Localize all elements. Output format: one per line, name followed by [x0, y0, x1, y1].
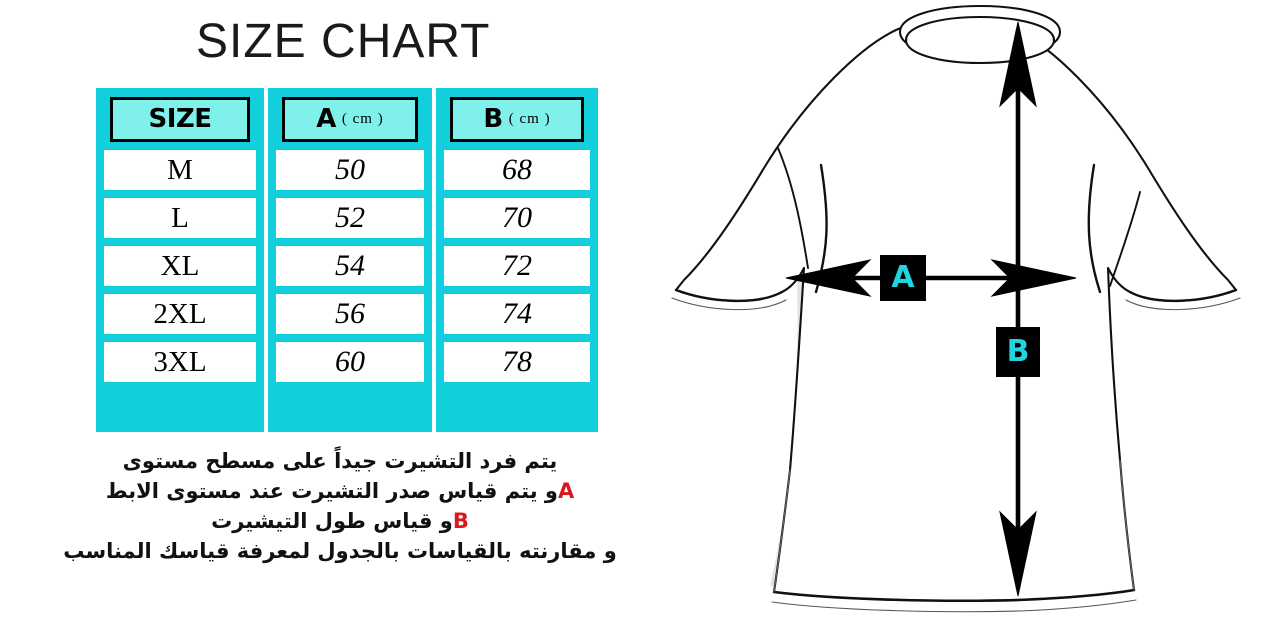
sleeve-hem-left — [674, 288, 784, 303]
table-row: M — [104, 150, 256, 190]
table-row: 56 — [276, 294, 424, 334]
fold-line-right-outer — [1087, 163, 1102, 294]
fold-line-right-inner — [1109, 191, 1141, 287]
tshirt-outline-group — [671, 4, 1241, 613]
tshirt-diagram: A B — [648, 0, 1280, 619]
instruction-mark-b: B — [452, 509, 469, 533]
cell-value-a: 50 — [335, 153, 365, 186]
measurement-label-a-box: A — [880, 255, 926, 301]
tshirt-illustration — [671, 4, 1241, 613]
sleeve-hem-left-inner — [671, 297, 787, 311]
table-row: 60 — [276, 342, 424, 382]
table-header-b: B ( cm ) — [436, 88, 598, 150]
side-seam-left — [773, 469, 791, 593]
size-table: SIZE M L XL 2XL 3XL — [96, 88, 598, 432]
measurement-label-a: A — [891, 260, 915, 295]
fold-line-left-inner — [777, 147, 809, 269]
table-row: 2XL — [104, 294, 256, 334]
arrow-b-head-up — [999, 21, 1037, 108]
table-row: 74 — [444, 294, 590, 334]
instruction-line-2-text: و يتم قياس صدر التشيرت عند مستوى الابط — [105, 479, 558, 503]
instruction-mark-a: A — [557, 479, 575, 503]
cell-value-b: 74 — [502, 297, 532, 330]
table-row: 54 — [276, 246, 424, 286]
arrow-a-head-right — [990, 259, 1077, 297]
cell-size: 2XL — [153, 297, 207, 330]
table-row: XL — [104, 246, 256, 286]
header-label-a: A — [316, 104, 336, 134]
bottom-hem-line — [772, 588, 1136, 603]
table-row: 68 — [444, 150, 590, 190]
header-unit-b: ( cm ) — [508, 110, 551, 127]
sleeve-hem-right — [1128, 288, 1238, 303]
tshirt-body-path — [674, 19, 1238, 602]
cell-size: L — [171, 201, 189, 234]
instruction-line-2: Aو يتم قياس صدر التشيرت عند مستوى الابط — [40, 476, 640, 506]
arrow-a-head-left — [785, 259, 872, 297]
header-box-b: B ( cm ) — [450, 96, 584, 142]
instruction-line-4: و مقارنته بالقياسات بالجدول لمعرفة قياسك… — [63, 539, 617, 563]
cell-value-a: 56 — [335, 297, 365, 330]
table-column-b: B ( cm ) 68 70 72 74 78 — [436, 88, 598, 432]
instruction-line-1: يتم فرد التشيرت جيداً على مسطح مستوى — [122, 449, 558, 473]
table-header-size: SIZE — [96, 88, 264, 150]
bottom-hem-inner — [771, 599, 1137, 613]
cell-value-b: 72 — [502, 249, 532, 282]
cell-value-a: 52 — [335, 201, 365, 234]
table-row: 52 — [276, 198, 424, 238]
measurement-label-b: B — [1006, 334, 1030, 369]
cell-value-a: 54 — [335, 249, 365, 282]
table-row: 78 — [444, 342, 590, 382]
table-row: 50 — [276, 150, 424, 190]
instructions-block: يتم فرد التشيرت جيداً على مسطح مستوى Aو … — [40, 446, 640, 566]
cell-size: XL — [160, 249, 200, 282]
table-row: L — [104, 198, 256, 238]
cell-size: 3XL — [153, 345, 207, 378]
arrow-b-head-down — [999, 510, 1037, 597]
instruction-line-3: Bو قياس طول التيشيرت — [40, 506, 640, 536]
measurement-arrows-group — [785, 21, 1077, 597]
cell-size: M — [167, 153, 193, 186]
table-row: 70 — [444, 198, 590, 238]
header-label-b: B — [483, 104, 503, 134]
table-row: 72 — [444, 246, 590, 286]
cell-value-a: 60 — [335, 345, 365, 378]
cell-value-b: 70 — [502, 201, 532, 234]
table-column-size: SIZE M L XL 2XL 3XL — [96, 88, 264, 432]
collar-inner-path — [904, 15, 1056, 65]
cell-value-b: 78 — [502, 345, 532, 378]
side-seam-right — [1119, 459, 1135, 591]
table-row: 3XL — [104, 342, 256, 382]
page-title: SIZE CHART — [196, 15, 491, 68]
header-box-size: SIZE — [110, 96, 250, 142]
cell-value-b: 68 — [502, 153, 532, 186]
sleeve-hem-right-inner — [1125, 297, 1241, 311]
header-unit-a: ( cm ) — [341, 110, 384, 127]
size-chart-panel: SIZE CHART SIZE M L XL 2 — [40, 15, 640, 566]
table-header-a: A ( cm ) — [268, 88, 432, 150]
table-column-a: A ( cm ) 50 52 54 56 60 — [268, 88, 432, 432]
header-box-a: A ( cm ) — [282, 96, 418, 142]
header-label-size: SIZE — [148, 104, 212, 134]
measurement-label-b-box: B — [996, 327, 1040, 377]
instruction-line-3-text: و قياس طول التيشيرت — [211, 509, 453, 533]
